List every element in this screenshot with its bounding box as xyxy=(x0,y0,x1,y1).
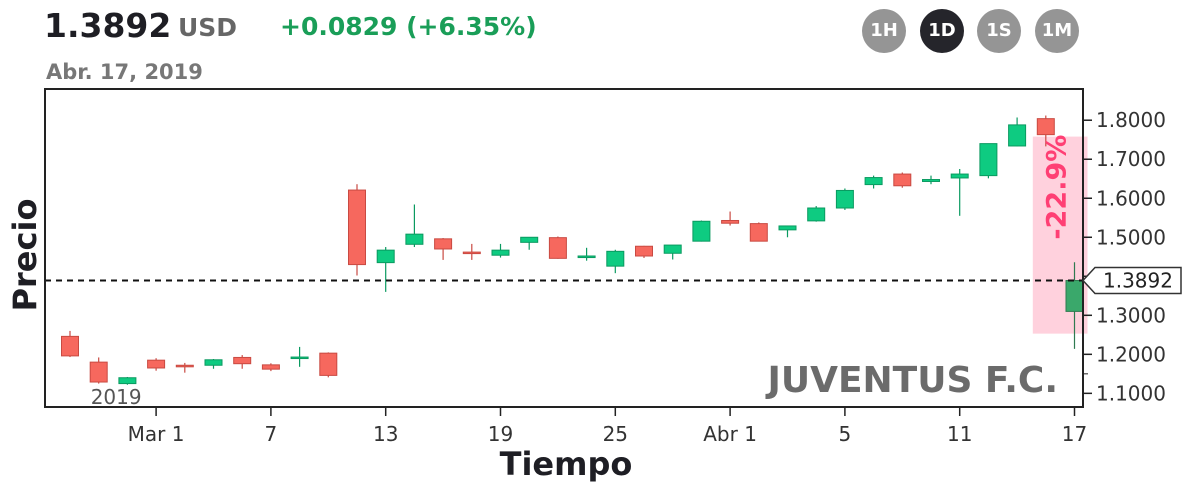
candle-body xyxy=(434,238,453,250)
candle-body xyxy=(319,352,338,376)
candle-body xyxy=(376,249,395,264)
y-tick-label: 1.5000 xyxy=(1096,225,1166,249)
candle-body xyxy=(405,233,424,245)
candle-body xyxy=(749,223,768,242)
currency-label: USD xyxy=(178,13,238,42)
timeframe-1m-button[interactable]: 1M xyxy=(1035,9,1079,53)
candle-body xyxy=(778,225,797,231)
candle-body xyxy=(348,189,366,266)
candle-body xyxy=(89,361,108,383)
candle-body xyxy=(491,249,510,256)
candle-body xyxy=(663,244,682,254)
y-tick-label: 1.8000 xyxy=(1096,108,1166,132)
candle-body xyxy=(548,237,567,259)
y-axis-title: Precio xyxy=(6,199,44,312)
plot-frame xyxy=(44,88,1084,408)
y-tick-label: 1.3000 xyxy=(1096,303,1166,327)
x-axis-title: Tiempo xyxy=(500,445,633,483)
x-tick-label: 11 xyxy=(947,422,972,446)
candle-body xyxy=(922,179,940,182)
current-price: 1.3892 xyxy=(44,6,172,45)
watermark-text: JUVENTUS F.C. xyxy=(764,360,1058,401)
last-price-label: 1.3892 xyxy=(1103,269,1173,293)
candle-body xyxy=(950,173,969,179)
candle-body xyxy=(261,364,280,370)
x-tick-label: 25 xyxy=(603,422,628,446)
candle-body xyxy=(204,359,223,366)
x-tick-label: 7 xyxy=(265,422,278,446)
x-tick-label: 17 xyxy=(1062,422,1087,446)
candle-body xyxy=(147,359,166,369)
candle-body xyxy=(893,173,912,187)
candle-body xyxy=(118,377,137,385)
y-tick-label: 1.7000 xyxy=(1096,147,1166,171)
candle-body xyxy=(835,189,854,209)
x-tick-label: Abr 1 xyxy=(703,422,757,446)
candle-body xyxy=(807,207,826,222)
candle-body xyxy=(1065,280,1084,312)
candle-body xyxy=(520,236,539,243)
timeframe-1h-button[interactable]: 1H xyxy=(862,9,906,53)
year-label: 2019 xyxy=(91,385,142,409)
y-tick-label: 1.2000 xyxy=(1096,342,1166,366)
candle-body xyxy=(864,177,883,186)
x-tick-label: 19 xyxy=(488,422,513,446)
candle-body xyxy=(606,250,625,267)
candle-body xyxy=(61,335,79,357)
date-label: Abr. 17, 2019 xyxy=(46,60,203,84)
candle-body xyxy=(979,143,998,177)
candle-body xyxy=(233,356,252,365)
timeframe-1s-button[interactable]: 1S xyxy=(977,9,1021,53)
last-price-callout xyxy=(1081,266,1182,295)
timeframe-1d-button[interactable]: 1D xyxy=(920,9,964,53)
candle-body xyxy=(721,219,740,224)
y-tick-label: 1.1000 xyxy=(1096,381,1166,405)
candle-body xyxy=(175,364,194,368)
price-change: +0.0829 (+6.35%) xyxy=(280,12,537,41)
x-tick-label: 5 xyxy=(839,422,852,446)
range-percent-label: -22.9% xyxy=(1042,135,1073,240)
candle-body xyxy=(692,220,711,242)
y-tick-label: 1.6000 xyxy=(1096,186,1166,210)
x-tick-label: Mar 1 xyxy=(128,422,185,446)
candle-body xyxy=(577,255,596,259)
x-tick-label: 13 xyxy=(373,422,398,446)
candle-body xyxy=(635,245,653,257)
candle-body xyxy=(1008,124,1027,147)
candle-body xyxy=(1036,118,1055,136)
candle-body xyxy=(290,356,309,360)
candle-body xyxy=(462,251,481,255)
